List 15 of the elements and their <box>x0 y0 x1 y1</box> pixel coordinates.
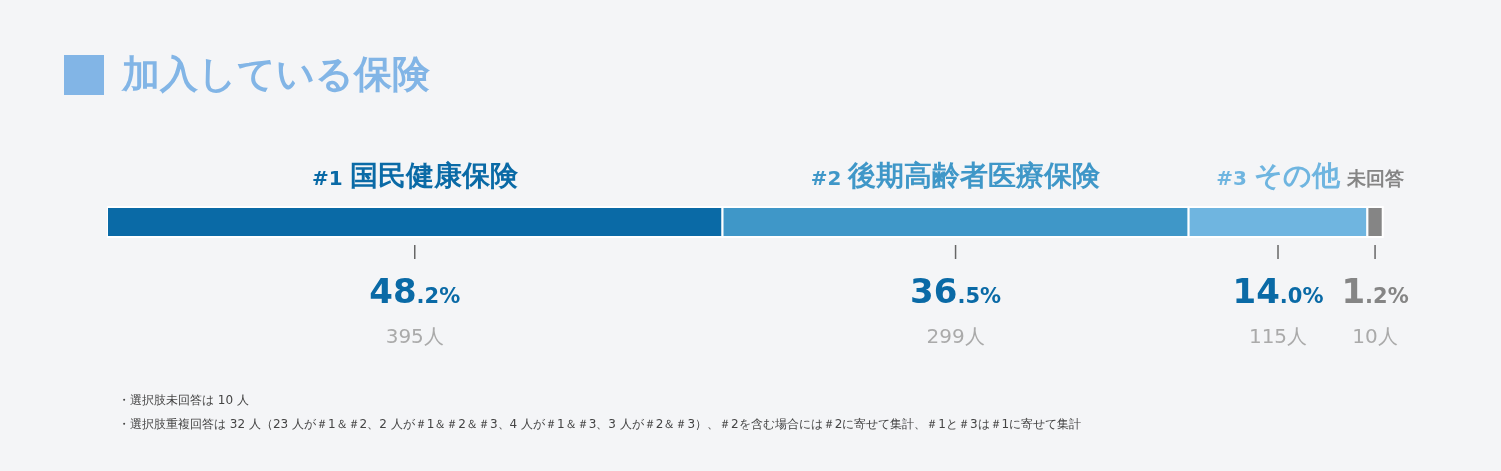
text: 395人 <box>385 324 444 348</box>
text: 299人 <box>926 324 985 348</box>
text: ・選択肢未回答は 10 人 <box>118 392 250 409</box>
data-label: 14.0% <box>1232 271 1324 311</box>
data-label: 1.2% <box>1341 271 1409 311</box>
text: ・選択肢重複回答は 32 人（23 人が＃1＆＃2、2 人が＃1＆＃2＆＃3、4 人が＃1＆＃3、3 人が＃2＆＃3）、＃2を含む場合には＃2に寄せて集計、＃1と＃3は＃1に寄せて集計 <box>118 416 1082 433</box>
text: 115人 <box>1248 324 1308 348</box>
chart-title: 加入している保険 <box>122 51 430 98</box>
series-label: #2 後期高齢者医療保険 <box>810 159 1102 192</box>
data-label: 48.2% <box>369 271 461 311</box>
series-label: #3 その他 <box>1216 159 1341 192</box>
series-label: 未回答 <box>1345 167 1404 189</box>
series-label: #1 国民健康保険 <box>311 159 519 192</box>
text: 10人 <box>1352 324 1398 348</box>
data-label: 36.5% <box>910 271 1002 311</box>
